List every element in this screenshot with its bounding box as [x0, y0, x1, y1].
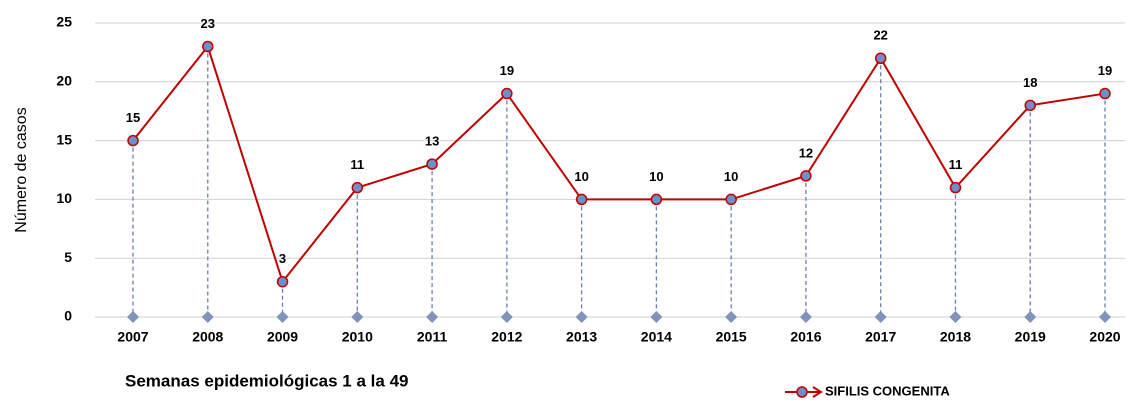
point — [650, 193, 663, 206]
x-tick-label: 2007 — [117, 329, 148, 345]
y-axis-label: Número de casos — [13, 107, 30, 232]
data-label: 19 — [1098, 63, 1112, 78]
drop-diamond — [351, 311, 364, 323]
x-tick-label: 2019 — [1015, 329, 1046, 345]
drop-diamond — [127, 311, 139, 323]
drop-diamond — [725, 311, 738, 323]
x-tick-label: 2013 — [566, 329, 597, 345]
data-label: 11 — [949, 157, 963, 172]
drop-diamond — [426, 311, 439, 323]
point — [351, 181, 364, 194]
data-label: 18 — [1023, 75, 1037, 90]
legend-marker — [796, 386, 808, 398]
point — [1099, 87, 1111, 100]
drop-diamond — [874, 311, 887, 323]
point — [575, 193, 588, 206]
x-tick-label: 2010 — [342, 329, 373, 345]
point — [1024, 99, 1036, 112]
legend-label: SIFILIS CONGENITA — [825, 383, 950, 398]
y-tick-label: 25 — [56, 14, 72, 30]
data-label: 10 — [724, 169, 738, 184]
drop-diamond — [949, 311, 962, 323]
point — [426, 158, 438, 170]
point — [202, 40, 214, 53]
x-tick-label: 2018 — [940, 329, 971, 345]
drop-diamond — [799, 311, 812, 323]
data-label: 11 — [350, 157, 364, 172]
point — [127, 134, 139, 147]
drop-diamond — [575, 311, 588, 323]
data-label: 10 — [574, 169, 588, 184]
y-tick-label: 10 — [56, 190, 72, 206]
point — [949, 181, 962, 194]
data-label: 3 — [279, 251, 286, 266]
point — [874, 52, 887, 65]
drop-diamond — [201, 311, 214, 323]
y-tick-label: 5 — [64, 249, 72, 265]
drop-diamond — [1024, 311, 1037, 323]
y-tick-label: 0 — [64, 308, 72, 324]
x-tick-label: 2016 — [790, 329, 821, 345]
point — [501, 87, 513, 100]
y-tick-label: 20 — [56, 73, 72, 89]
x-axis-label: Semanas epidemiológicas 1 a la 49 — [125, 371, 408, 390]
x-tick-label: 2008 — [192, 329, 223, 345]
x-tick-label: 2020 — [1089, 329, 1120, 345]
point — [800, 170, 812, 182]
data-label: 15 — [126, 110, 140, 125]
drop-diamond — [650, 311, 663, 323]
x-tick-label: 2014 — [641, 329, 672, 345]
x-tick-label: 2015 — [716, 329, 747, 345]
x-tick-label: 2012 — [491, 329, 522, 345]
x-tick-label: 2017 — [865, 329, 896, 345]
data-label: 13 — [425, 134, 439, 149]
drop-diamond — [500, 311, 513, 323]
drop-diamond — [1099, 311, 1112, 323]
data-label: 19 — [500, 63, 514, 78]
data-label: 12 — [799, 145, 813, 160]
x-tick-label: 2011 — [417, 329, 448, 345]
legend-arrow — [812, 386, 823, 398]
drop-diamond — [276, 311, 289, 323]
point — [276, 275, 289, 288]
data-label: 23 — [201, 16, 215, 31]
data-label: 22 — [873, 28, 887, 43]
data-label: 10 — [649, 169, 663, 184]
y-tick-label: 15 — [56, 131, 72, 147]
point — [725, 193, 737, 206]
series-line — [132, 44, 1106, 284]
x-tick-label: 2009 — [267, 329, 298, 345]
